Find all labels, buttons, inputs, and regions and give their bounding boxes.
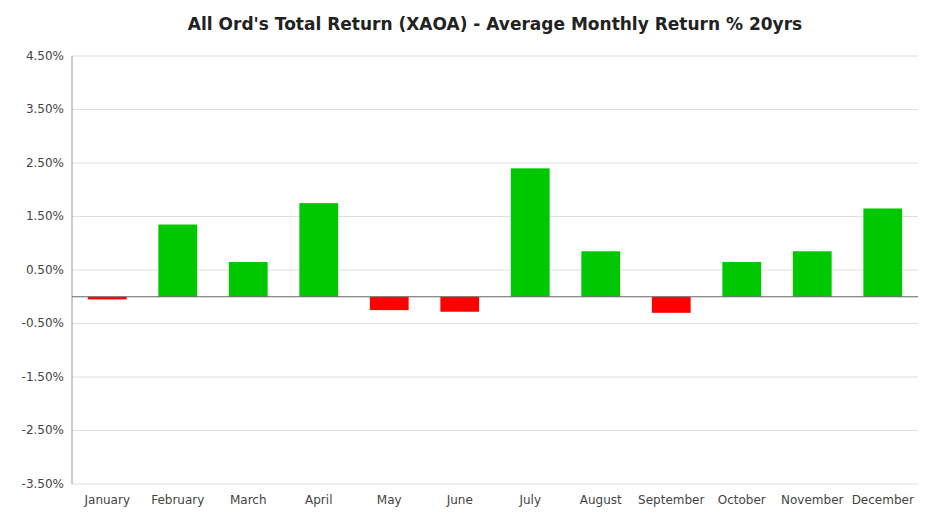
zero-line (72, 296, 918, 297)
grid-line (72, 270, 918, 271)
bar (863, 208, 902, 296)
bar (793, 251, 832, 296)
grid-line (72, 163, 918, 164)
bar (299, 203, 338, 297)
x-tick-label: September (638, 493, 704, 507)
y-tick-label: 4.50% (26, 49, 64, 63)
y-tick-labels: -3.50% -2.50% -1.50% -0.50% 0.50% 1.50% 2.50% 3… (22, 49, 64, 491)
y-tick-label: 3.50% (26, 102, 64, 116)
x-tick-label: January (84, 493, 131, 507)
bar (511, 168, 550, 296)
grid-line (72, 323, 918, 324)
grid-line (72, 484, 918, 485)
y-tick-label: -1.50% (22, 370, 64, 384)
y-tick-label: 1.50% (26, 209, 64, 223)
y-tick-label: -2.50% (22, 423, 64, 437)
chart-title: All Ord's Total Return (XAOA) - Average … (188, 14, 802, 34)
x-tick-label: November (781, 493, 843, 507)
chart-container: All Ord's Total Return (XAOA) - Average … (0, 0, 942, 528)
x-tick-labels: January February March April May June July Augu… (84, 493, 914, 507)
bar (158, 225, 197, 297)
bar (370, 297, 409, 310)
x-tick-label: April (305, 493, 332, 507)
x-tick-label: July (518, 493, 541, 507)
x-tick-label: June (446, 493, 473, 507)
y-grid (72, 56, 918, 484)
grid-line (72, 56, 918, 57)
grid-line (72, 430, 918, 431)
y-axis-line (72, 56, 73, 484)
bar (652, 297, 691, 313)
y-tick-label: -0.50% (22, 316, 64, 330)
bar (581, 251, 620, 296)
x-tick-label: October (718, 493, 766, 507)
x-tick-label: May (377, 493, 402, 507)
grid-line (72, 216, 918, 217)
bar (229, 262, 268, 297)
grid-line (72, 109, 918, 110)
grid-line (72, 377, 918, 378)
bars (88, 168, 902, 312)
bar (440, 297, 479, 312)
chart-svg: All Ord's Total Return (XAOA) - Average … (0, 0, 942, 528)
x-tick-label: March (230, 493, 267, 507)
x-tick-label: February (151, 493, 204, 507)
bar (722, 262, 761, 297)
y-tick-label: -3.50% (22, 477, 64, 491)
y-tick-label: 2.50% (26, 156, 64, 170)
x-tick-label: December (852, 493, 914, 507)
x-tick-label: August (580, 493, 622, 507)
y-tick-label: 0.50% (26, 263, 64, 277)
